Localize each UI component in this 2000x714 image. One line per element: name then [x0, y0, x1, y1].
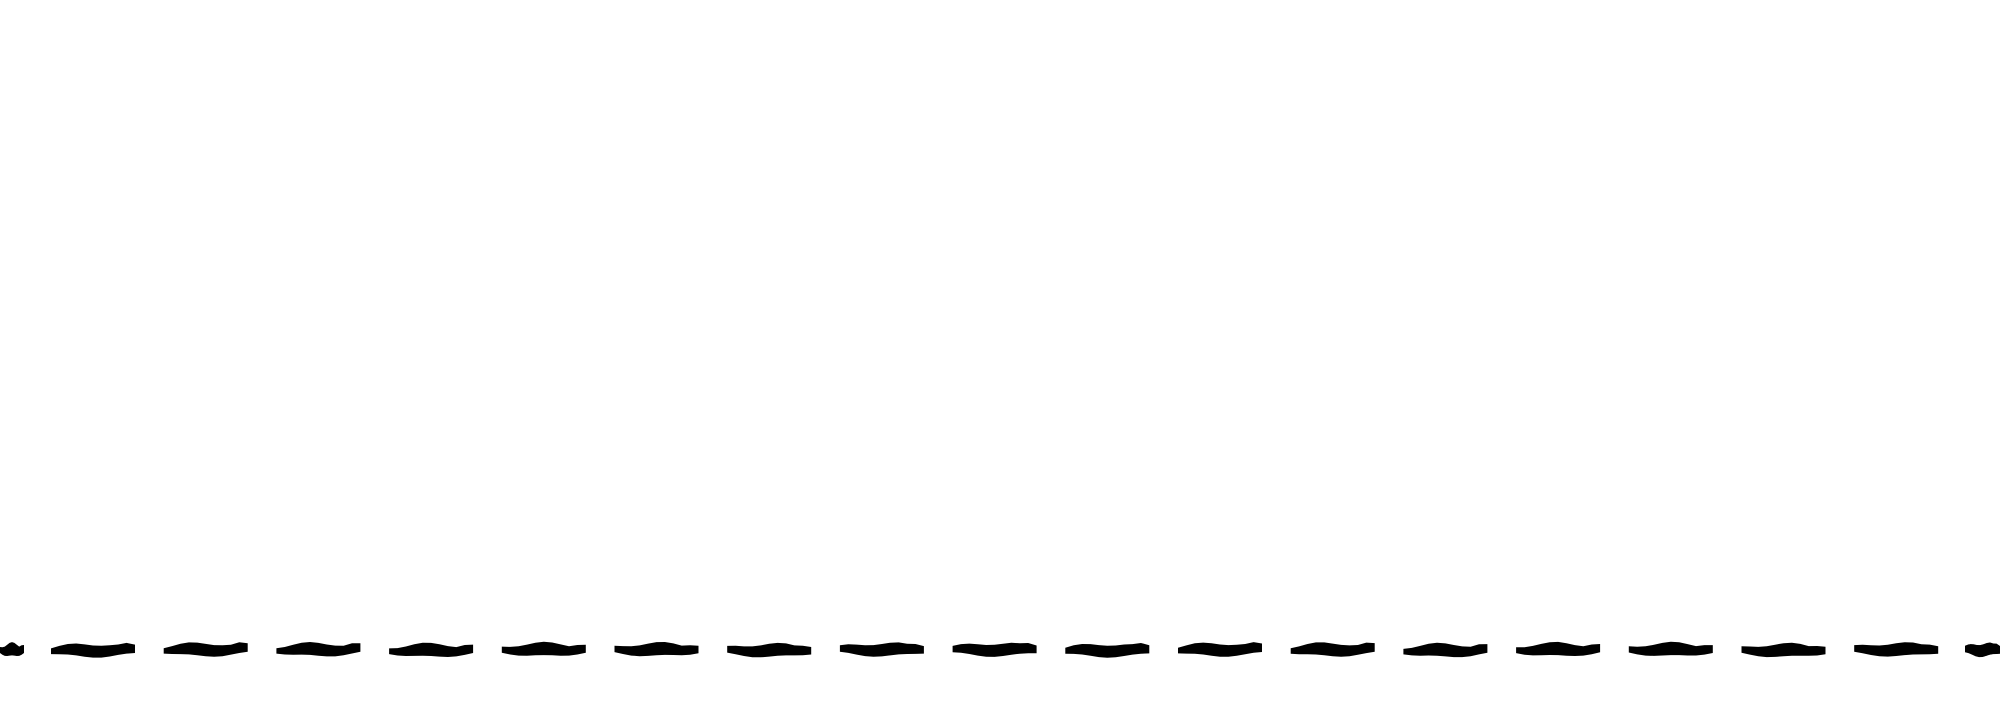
dash — [1741, 642, 1826, 658]
dash — [501, 641, 586, 656]
dash-partial-right — [1965, 642, 2000, 658]
dash-partial-left — [0, 642, 24, 656]
dash — [1178, 642, 1262, 657]
dash — [163, 642, 248, 657]
dash — [952, 642, 1037, 657]
dash — [1290, 642, 1375, 657]
dash — [1628, 641, 1713, 656]
dash — [389, 642, 474, 657]
dash — [51, 642, 135, 658]
dash — [839, 642, 924, 657]
dash — [1854, 642, 1939, 657]
dashed-line — [0, 641, 2000, 658]
dash — [1065, 643, 1150, 658]
dash — [1516, 641, 1601, 656]
dash — [727, 642, 812, 658]
dash — [614, 642, 699, 657]
dash — [276, 642, 361, 657]
dash — [1403, 642, 1488, 658]
